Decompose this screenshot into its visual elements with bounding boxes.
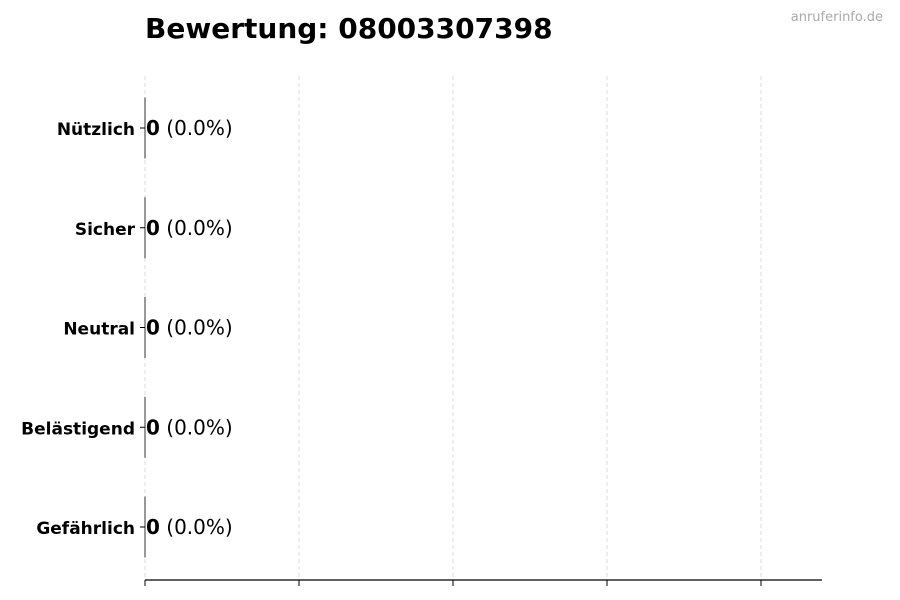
y-tick-label: Neutral xyxy=(63,320,135,340)
y-tick-label: Sicher xyxy=(75,220,136,240)
percent-label: (0.0%) xyxy=(160,515,233,539)
y-tick-label: Nützlich xyxy=(57,120,135,140)
value-label: 0 xyxy=(146,216,160,240)
value-label: 0 xyxy=(146,415,160,439)
percent-label: (0.0%) xyxy=(160,116,233,140)
percent-label: (0.0%) xyxy=(160,316,233,340)
data-label: 0 (0.0%) xyxy=(146,515,233,539)
percent-label: (0.0%) xyxy=(160,415,233,439)
value-label: 0 xyxy=(146,316,160,340)
y-tick-label: Belästigend xyxy=(21,419,135,439)
y-tick-label: Gefährlich xyxy=(36,519,135,539)
data-label: 0 (0.0%) xyxy=(146,415,233,439)
value-label: 0 xyxy=(146,515,160,539)
data-label: 0 (0.0%) xyxy=(146,316,233,340)
data-label: 0 (0.0%) xyxy=(146,216,233,240)
chart-title: Bewertung: 08003307398 xyxy=(145,12,553,45)
data-label: 0 (0.0%) xyxy=(146,116,233,140)
percent-label: (0.0%) xyxy=(160,216,233,240)
watermark: anruferinfo.de xyxy=(790,10,883,25)
value-label: 0 xyxy=(146,116,160,140)
